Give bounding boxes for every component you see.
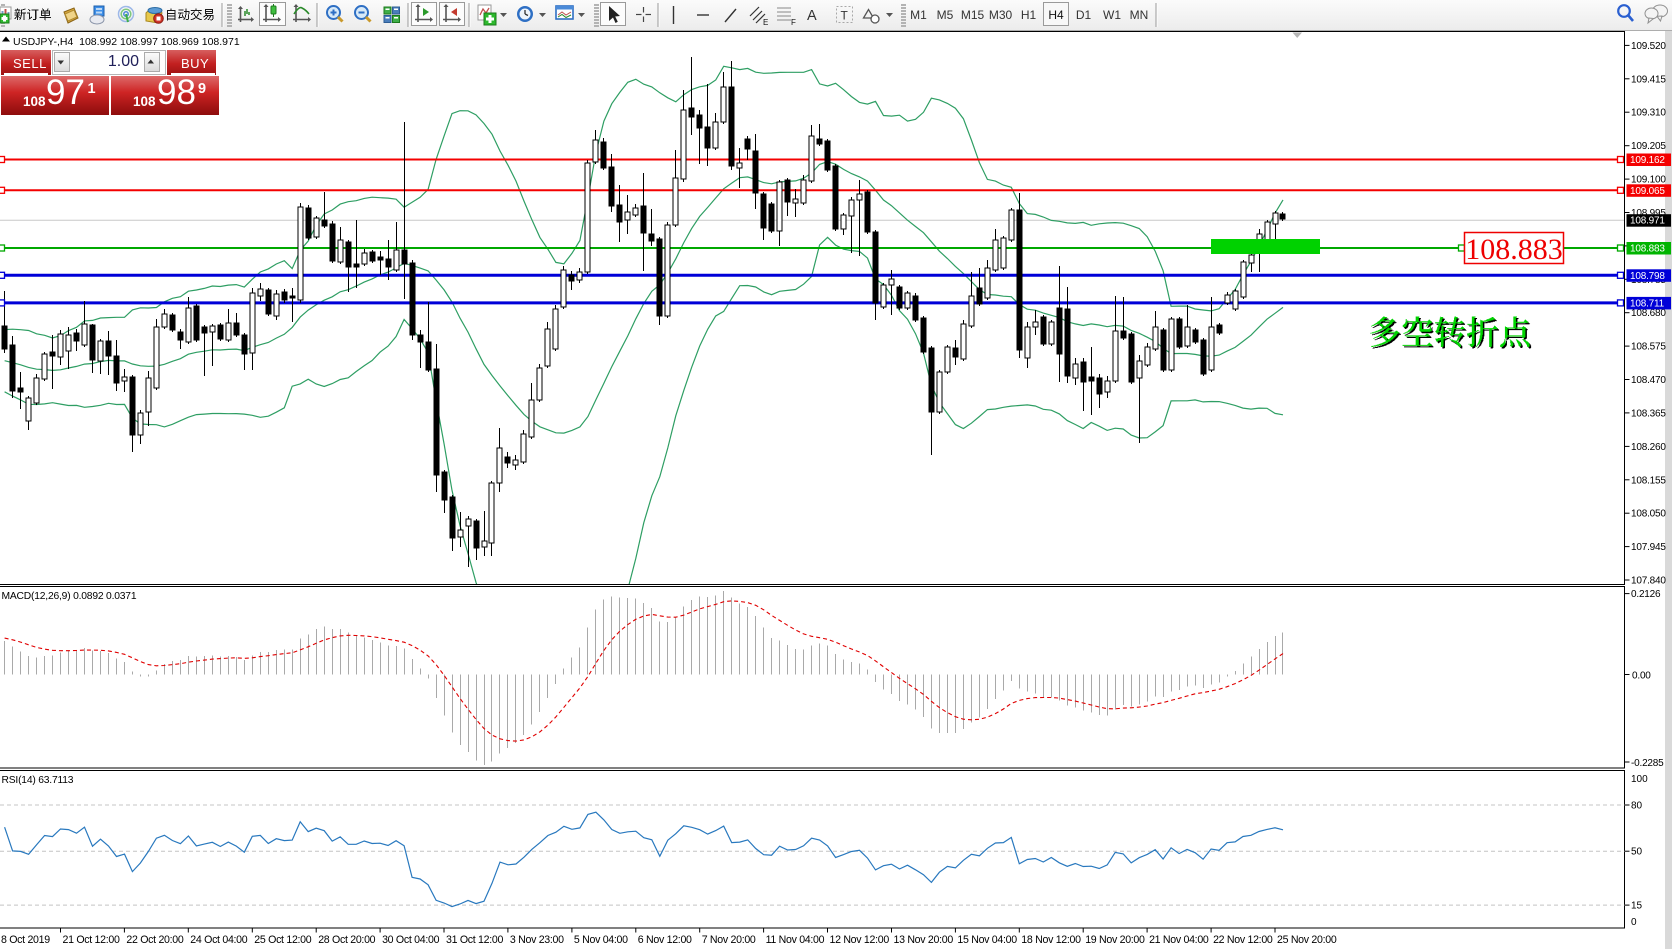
svg-text:24 Oct 04:00: 24 Oct 04:00: [190, 934, 247, 946]
svg-text:108.365: 108.365: [1631, 408, 1666, 419]
svg-text:108.711: 108.711: [1630, 298, 1665, 309]
svg-text:W1: W1: [1103, 8, 1121, 22]
svg-text:E: E: [763, 18, 768, 27]
svg-text:T: T: [841, 9, 849, 23]
svg-text:12 Nov 12:00: 12 Nov 12:00: [830, 934, 890, 946]
svg-text:109.065: 109.065: [1630, 186, 1665, 197]
svg-text:22 Oct 20:00: 22 Oct 20:00: [126, 934, 183, 946]
svg-text:M30: M30: [989, 8, 1013, 22]
svg-text:109.162: 109.162: [1630, 155, 1665, 166]
svg-text:100: 100: [1631, 774, 1648, 785]
svg-text:108.680: 108.680: [1631, 308, 1666, 319]
svg-text:109.205: 109.205: [1631, 141, 1666, 152]
svg-text:M1: M1: [910, 8, 927, 22]
svg-text:109.310: 109.310: [1631, 108, 1666, 119]
svg-text:6 Nov 12:00: 6 Nov 12:00: [638, 934, 692, 946]
svg-text:108.971: 108.971: [1630, 216, 1665, 227]
svg-text:MACD(12,26,9) 0.0892 0.0371: MACD(12,26,9) 0.0892 0.0371: [2, 591, 137, 602]
svg-text:15: 15: [1631, 901, 1643, 912]
svg-text:107.945: 107.945: [1631, 542, 1666, 553]
svg-text:-0.2285: -0.2285: [1631, 758, 1664, 769]
svg-text:21 Nov 04:00: 21 Nov 04:00: [1149, 934, 1209, 946]
svg-text:31 Oct 12:00: 31 Oct 12:00: [446, 934, 503, 946]
svg-text:0.00: 0.00: [1632, 671, 1651, 682]
svg-text:108.575: 108.575: [1631, 342, 1666, 353]
svg-text:RSI(14) 63.7113: RSI(14) 63.7113: [2, 775, 74, 786]
svg-text:A: A: [807, 8, 817, 24]
svg-text:30 Oct 04:00: 30 Oct 04:00: [382, 934, 439, 946]
svg-text:USDJPY-,H4 108.992 108.997 10: USDJPY-,H4 108.992 108.997 108.969 108.9…: [13, 36, 240, 48]
svg-text:25 Oct 12:00: 25 Oct 12:00: [254, 934, 311, 946]
svg-text:0: 0: [1631, 917, 1637, 928]
svg-text:50: 50: [1631, 847, 1643, 858]
svg-text:0.2126: 0.2126: [1631, 589, 1661, 600]
svg-text:109.100: 109.100: [1631, 175, 1666, 186]
svg-text:13 Nov 20:00: 13 Nov 20:00: [894, 934, 954, 946]
svg-text:8 Oct 2019: 8 Oct 2019: [1, 934, 50, 946]
svg-text:H1: H1: [1021, 8, 1037, 22]
svg-text:5 Nov 04:00: 5 Nov 04:00: [574, 934, 628, 946]
svg-text:108.798: 108.798: [1630, 271, 1665, 282]
svg-text:107.840: 107.840: [1631, 576, 1666, 587]
svg-text:108.883: 108.883: [1465, 233, 1563, 266]
svg-text:7 Nov 20:00: 7 Nov 20:00: [702, 934, 756, 946]
svg-text:M5: M5: [937, 8, 954, 22]
svg-text:18 Nov 12:00: 18 Nov 12:00: [1021, 934, 1081, 946]
svg-text:108.995: 108.995: [1631, 208, 1666, 219]
svg-text:108.260: 108.260: [1631, 442, 1666, 453]
svg-text:M15: M15: [961, 8, 985, 22]
svg-text:25 Nov 20:00: 25 Nov 20:00: [1277, 934, 1337, 946]
svg-text:108.155: 108.155: [1631, 475, 1666, 486]
svg-text:80: 80: [1631, 801, 1643, 812]
svg-text:19 Nov 20:00: 19 Nov 20:00: [1085, 934, 1145, 946]
svg-text:H4: H4: [1048, 8, 1064, 22]
svg-text:D1: D1: [1076, 8, 1092, 22]
svg-text:109.520: 109.520: [1631, 41, 1666, 52]
svg-text:21 Oct 12:00: 21 Oct 12:00: [63, 934, 120, 946]
svg-text:11 Nov 04:00: 11 Nov 04:00: [766, 934, 825, 946]
svg-text:108.470: 108.470: [1631, 375, 1666, 386]
svg-text:22 Nov 12:00: 22 Nov 12:00: [1213, 934, 1273, 946]
svg-text:15 Nov 04:00: 15 Nov 04:00: [957, 934, 1017, 946]
svg-text:MN: MN: [1130, 8, 1149, 22]
svg-text:F: F: [791, 18, 796, 27]
svg-text:108.050: 108.050: [1631, 509, 1666, 520]
svg-text:109.415: 109.415: [1631, 74, 1666, 85]
svg-text:108.883: 108.883: [1630, 244, 1665, 255]
svg-text:28 Oct 20:00: 28 Oct 20:00: [318, 934, 375, 946]
svg-text:3 Nov 23:00: 3 Nov 23:00: [510, 934, 564, 946]
